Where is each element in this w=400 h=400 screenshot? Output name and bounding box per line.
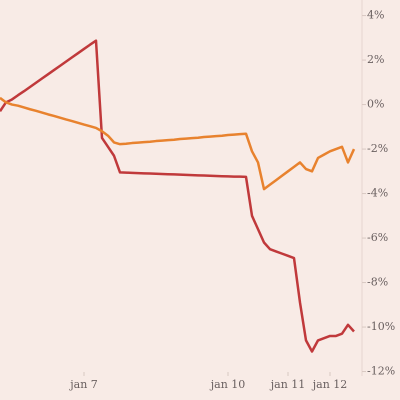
line-series [0,39,355,353]
y-tick-label: 2% [367,53,384,66]
y-tick-label: -4% [367,187,388,200]
x-tick-label: jan 7 [68,378,98,391]
y-tick-label: -10% [367,320,395,333]
x-tick-label: jan 11 [269,378,306,391]
y-tick-label: -2% [367,142,388,155]
y-tick-label: 4% [367,9,384,22]
x-tick-label: jan 12 [311,378,348,391]
line-series [0,96,356,191]
y-tick-label: 0% [367,98,384,111]
y-tick-label: -12% [367,365,395,378]
y-tick-label: -6% [367,231,388,244]
y-tick-label: -8% [367,276,388,289]
x-tick-label: jan 10 [209,378,246,391]
